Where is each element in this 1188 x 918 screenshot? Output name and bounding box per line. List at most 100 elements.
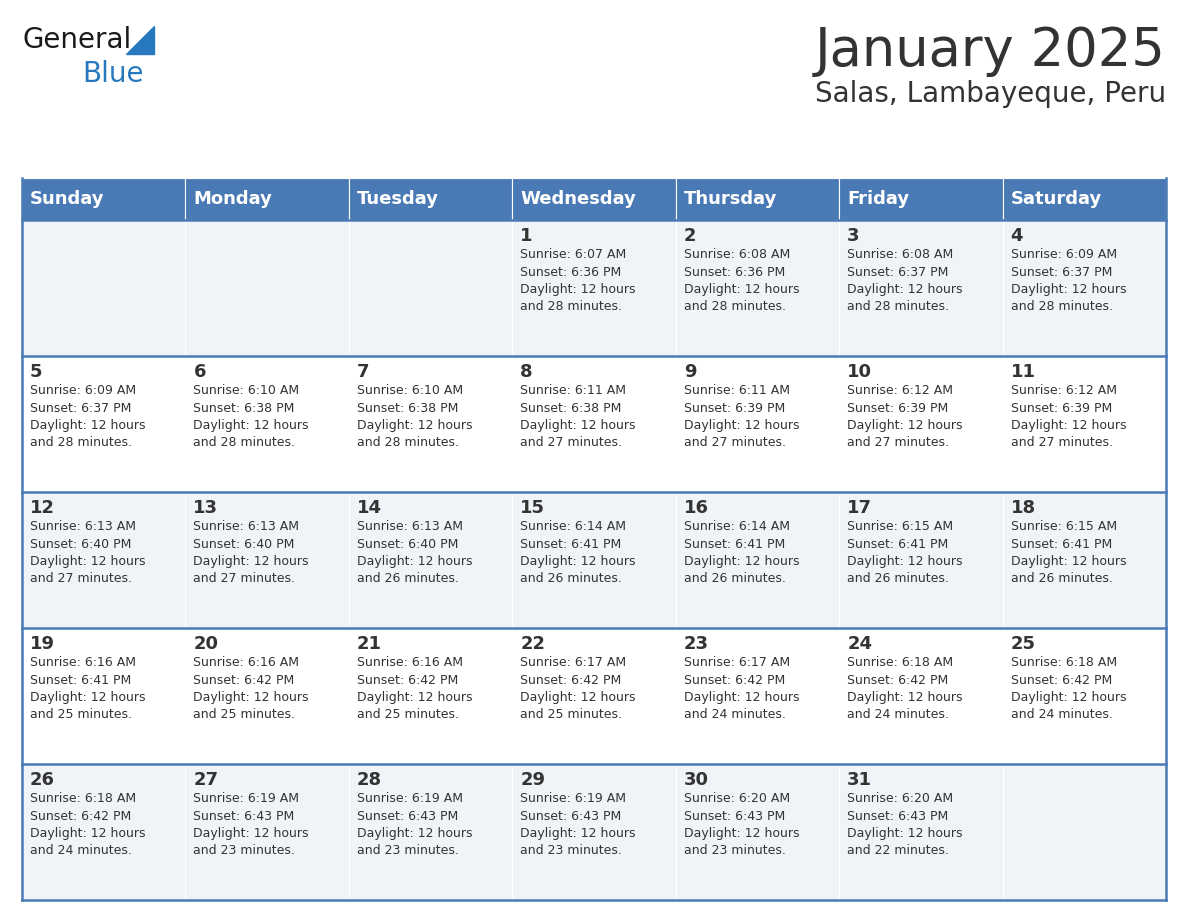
Text: 24: 24 [847, 635, 872, 653]
Text: Sunrise: 6:07 AM
Sunset: 6:36 PM
Daylight: 12 hours
and 28 minutes.: Sunrise: 6:07 AM Sunset: 6:36 PM Dayligh… [520, 248, 636, 314]
Bar [512, 178, 676, 220]
Text: Sunrise: 6:11 AM
Sunset: 6:39 PM
Daylight: 12 hours
and 27 minutes.: Sunrise: 6:11 AM Sunset: 6:39 PM Dayligh… [684, 384, 800, 450]
Bar [676, 356, 839, 492]
Bar [676, 764, 839, 900]
Bar [23, 492, 185, 628]
Text: 4: 4 [1011, 227, 1023, 245]
Bar [349, 220, 512, 356]
Bar [676, 178, 839, 220]
Text: 26: 26 [30, 771, 55, 789]
Bar [1003, 628, 1165, 764]
Text: 1: 1 [520, 227, 532, 245]
Text: 31: 31 [847, 771, 872, 789]
Text: Sunrise: 6:20 AM
Sunset: 6:43 PM
Daylight: 12 hours
and 23 minutes.: Sunrise: 6:20 AM Sunset: 6:43 PM Dayligh… [684, 792, 800, 857]
Text: Sunrise: 6:14 AM
Sunset: 6:41 PM
Daylight: 12 hours
and 26 minutes.: Sunrise: 6:14 AM Sunset: 6:41 PM Dayligh… [520, 520, 636, 586]
Text: 27: 27 [194, 771, 219, 789]
Bar [676, 492, 839, 628]
Text: 25: 25 [1011, 635, 1036, 653]
Text: 19: 19 [30, 635, 55, 653]
Text: Sunrise: 6:18 AM
Sunset: 6:42 PM
Daylight: 12 hours
and 24 minutes.: Sunrise: 6:18 AM Sunset: 6:42 PM Dayligh… [1011, 656, 1126, 722]
Bar [185, 356, 349, 492]
Text: 17: 17 [847, 499, 872, 517]
Text: 14: 14 [356, 499, 381, 517]
Bar [185, 220, 349, 356]
Text: 10: 10 [847, 363, 872, 381]
Bar [23, 628, 185, 764]
Bar [839, 764, 1003, 900]
Bar [512, 492, 676, 628]
Text: 2: 2 [684, 227, 696, 245]
Text: Sunrise: 6:13 AM
Sunset: 6:40 PM
Daylight: 12 hours
and 27 minutes.: Sunrise: 6:13 AM Sunset: 6:40 PM Dayligh… [30, 520, 145, 586]
Text: 15: 15 [520, 499, 545, 517]
Bar [1003, 178, 1165, 220]
Bar [676, 220, 839, 356]
Bar [23, 220, 185, 356]
Text: Sunrise: 6:15 AM
Sunset: 6:41 PM
Daylight: 12 hours
and 26 minutes.: Sunrise: 6:15 AM Sunset: 6:41 PM Dayligh… [1011, 520, 1126, 586]
Bar [839, 178, 1003, 220]
Text: 22: 22 [520, 635, 545, 653]
Text: Sunrise: 6:19 AM
Sunset: 6:43 PM
Daylight: 12 hours
and 23 minutes.: Sunrise: 6:19 AM Sunset: 6:43 PM Dayligh… [194, 792, 309, 857]
Text: 5: 5 [30, 363, 43, 381]
Text: 12: 12 [30, 499, 55, 517]
Text: Sunrise: 6:13 AM
Sunset: 6:40 PM
Daylight: 12 hours
and 26 minutes.: Sunrise: 6:13 AM Sunset: 6:40 PM Dayligh… [356, 520, 473, 586]
Text: Tuesday: Tuesday [356, 190, 438, 208]
Text: 21: 21 [356, 635, 381, 653]
Bar [512, 628, 676, 764]
Text: Sunrise: 6:09 AM
Sunset: 6:37 PM
Daylight: 12 hours
and 28 minutes.: Sunrise: 6:09 AM Sunset: 6:37 PM Dayligh… [1011, 248, 1126, 314]
Text: 11: 11 [1011, 363, 1036, 381]
Text: Sunrise: 6:08 AM
Sunset: 6:36 PM
Daylight: 12 hours
and 28 minutes.: Sunrise: 6:08 AM Sunset: 6:36 PM Dayligh… [684, 248, 800, 314]
Text: Sunrise: 6:16 AM
Sunset: 6:42 PM
Daylight: 12 hours
and 25 minutes.: Sunrise: 6:16 AM Sunset: 6:42 PM Dayligh… [194, 656, 309, 722]
Text: Thursday: Thursday [684, 190, 777, 208]
Text: Sunrise: 6:20 AM
Sunset: 6:43 PM
Daylight: 12 hours
and 22 minutes.: Sunrise: 6:20 AM Sunset: 6:43 PM Dayligh… [847, 792, 962, 857]
Text: Sunrise: 6:10 AM
Sunset: 6:38 PM
Daylight: 12 hours
and 28 minutes.: Sunrise: 6:10 AM Sunset: 6:38 PM Dayligh… [356, 384, 473, 450]
Bar [1003, 220, 1165, 356]
Text: 13: 13 [194, 499, 219, 517]
Text: Salas, Lambayeque, Peru: Salas, Lambayeque, Peru [815, 80, 1165, 108]
Bar [349, 356, 512, 492]
Bar [349, 628, 512, 764]
Text: 7: 7 [356, 363, 369, 381]
Polygon shape [126, 26, 154, 54]
Bar [349, 764, 512, 900]
Bar [839, 628, 1003, 764]
Bar [676, 628, 839, 764]
Bar [839, 220, 1003, 356]
Text: 18: 18 [1011, 499, 1036, 517]
Text: 28: 28 [356, 771, 383, 789]
Text: Wednesday: Wednesday [520, 190, 636, 208]
Bar [23, 356, 185, 492]
Bar [349, 178, 512, 220]
Text: Sunrise: 6:16 AM
Sunset: 6:42 PM
Daylight: 12 hours
and 25 minutes.: Sunrise: 6:16 AM Sunset: 6:42 PM Dayligh… [356, 656, 473, 722]
Bar [349, 492, 512, 628]
Bar [1003, 356, 1165, 492]
Text: 20: 20 [194, 635, 219, 653]
Text: 9: 9 [684, 363, 696, 381]
Text: 23: 23 [684, 635, 709, 653]
Text: Sunrise: 6:11 AM
Sunset: 6:38 PM
Daylight: 12 hours
and 27 minutes.: Sunrise: 6:11 AM Sunset: 6:38 PM Dayligh… [520, 384, 636, 450]
Bar [839, 356, 1003, 492]
Bar [512, 220, 676, 356]
Text: General: General [23, 26, 131, 54]
Text: Sunrise: 6:12 AM
Sunset: 6:39 PM
Daylight: 12 hours
and 27 minutes.: Sunrise: 6:12 AM Sunset: 6:39 PM Dayligh… [1011, 384, 1126, 450]
Text: 6: 6 [194, 363, 206, 381]
Text: Sunrise: 6:16 AM
Sunset: 6:41 PM
Daylight: 12 hours
and 25 minutes.: Sunrise: 6:16 AM Sunset: 6:41 PM Dayligh… [30, 656, 145, 722]
Text: Sunrise: 6:18 AM
Sunset: 6:42 PM
Daylight: 12 hours
and 24 minutes.: Sunrise: 6:18 AM Sunset: 6:42 PM Dayligh… [30, 792, 145, 857]
Text: 30: 30 [684, 771, 709, 789]
Text: Sunrise: 6:13 AM
Sunset: 6:40 PM
Daylight: 12 hours
and 27 minutes.: Sunrise: 6:13 AM Sunset: 6:40 PM Dayligh… [194, 520, 309, 586]
Text: Sunrise: 6:19 AM
Sunset: 6:43 PM
Daylight: 12 hours
and 23 minutes.: Sunrise: 6:19 AM Sunset: 6:43 PM Dayligh… [520, 792, 636, 857]
Bar [185, 764, 349, 900]
Bar [839, 492, 1003, 628]
Bar [23, 764, 185, 900]
Bar [1003, 764, 1165, 900]
Text: Sunrise: 6:15 AM
Sunset: 6:41 PM
Daylight: 12 hours
and 26 minutes.: Sunrise: 6:15 AM Sunset: 6:41 PM Dayligh… [847, 520, 962, 586]
Text: Sunrise: 6:10 AM
Sunset: 6:38 PM
Daylight: 12 hours
and 28 minutes.: Sunrise: 6:10 AM Sunset: 6:38 PM Dayligh… [194, 384, 309, 450]
Text: January 2025: January 2025 [815, 25, 1165, 77]
Bar [512, 356, 676, 492]
Bar [185, 628, 349, 764]
Text: 29: 29 [520, 771, 545, 789]
Text: Sunrise: 6:09 AM
Sunset: 6:37 PM
Daylight: 12 hours
and 28 minutes.: Sunrise: 6:09 AM Sunset: 6:37 PM Dayligh… [30, 384, 145, 450]
Text: Monday: Monday [194, 190, 272, 208]
Text: Sunrise: 6:14 AM
Sunset: 6:41 PM
Daylight: 12 hours
and 26 minutes.: Sunrise: 6:14 AM Sunset: 6:41 PM Dayligh… [684, 520, 800, 586]
Text: Sunday: Sunday [30, 190, 105, 208]
Bar [23, 178, 185, 220]
